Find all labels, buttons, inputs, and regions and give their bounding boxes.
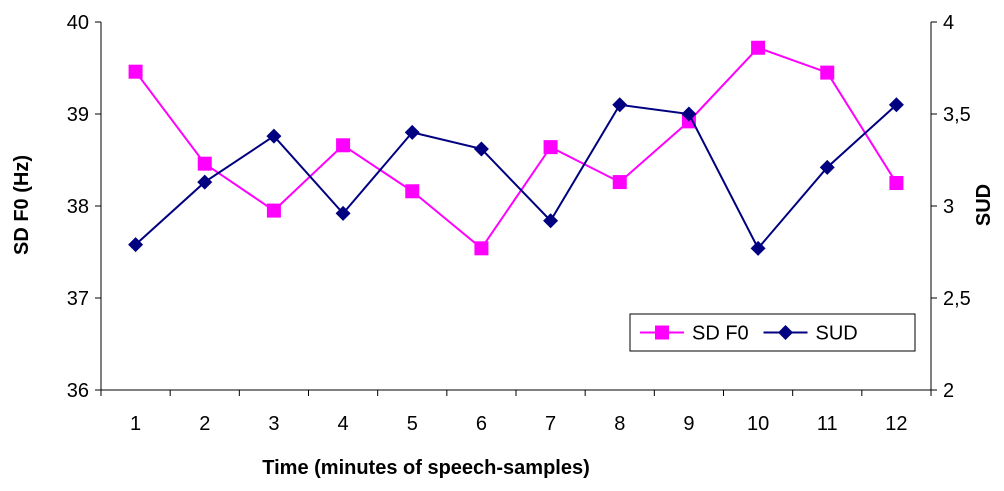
left-y-tick-label: 40 xyxy=(67,12,89,34)
x-tick-label: 8 xyxy=(614,413,625,435)
x-axis-title: Time (minutes of speech-samples) xyxy=(262,457,590,479)
right-y-axis-title: SUD xyxy=(973,184,995,226)
sud-data-point xyxy=(404,124,420,140)
sd-f0-data-point xyxy=(474,241,489,256)
x-tick-label: 12 xyxy=(885,413,907,435)
sud-data-point xyxy=(128,237,144,253)
x-tick-label: 7 xyxy=(545,413,556,435)
legend-sd-f0-marker xyxy=(655,325,669,340)
sd-f0-data-point xyxy=(889,176,904,190)
sd-f0-data-point xyxy=(820,65,835,80)
sd-f0-series-line xyxy=(134,46,898,250)
sd-f0-data-point xyxy=(336,138,351,153)
sud-data-point xyxy=(335,205,351,221)
series-layer xyxy=(128,40,904,256)
sud-data-point xyxy=(888,97,904,113)
left-y-axis-title: SD F0 (Hz) xyxy=(11,155,33,255)
x-tick-label: 4 xyxy=(338,413,349,435)
x-tick-label: 9 xyxy=(683,413,694,435)
sd-f0-data-point xyxy=(128,64,143,79)
x-tick-label: 2 xyxy=(199,413,210,435)
right-y-tick-label: 4 xyxy=(943,12,954,34)
left-y-tick-label: 36 xyxy=(67,380,89,402)
sud-data-point xyxy=(681,106,697,122)
sd-f0-data-point xyxy=(405,184,420,199)
sud-data-point xyxy=(266,128,282,144)
sd-f0-data-point xyxy=(751,40,766,55)
x-tick-label: 6 xyxy=(476,413,487,435)
sd-f0-data-point xyxy=(543,140,558,155)
right-y-tick-label: 2,5 xyxy=(943,288,971,310)
sd-f0-data-point xyxy=(197,156,212,171)
left-y-tick-label: 37 xyxy=(67,288,89,310)
sud-data-point xyxy=(197,174,213,190)
left-y-tick-label: 39 xyxy=(67,104,89,126)
sd-f0-data-point xyxy=(266,203,281,218)
legend-sud-marker xyxy=(778,325,793,340)
x-tick-label: 11 xyxy=(817,413,838,435)
right-y-tick-label: 3,5 xyxy=(943,104,971,126)
right-y-tick-label: 2 xyxy=(943,380,954,402)
legend: SD F0 SUD xyxy=(629,313,916,352)
sud-data-point xyxy=(543,213,559,229)
x-tick-label: 10 xyxy=(747,413,769,435)
x-tick-label: 5 xyxy=(407,413,418,435)
sud-data-point xyxy=(612,97,628,113)
x-tick-label: 1 xyxy=(130,413,141,435)
legend-sud-label: SUD xyxy=(816,323,858,345)
sud-data-point xyxy=(819,159,835,175)
legend-sd-f0-label: SD F0 xyxy=(692,323,749,345)
right-y-tick-label: 3 xyxy=(943,196,954,218)
sud-data-point xyxy=(750,240,766,256)
x-tick-label: 3 xyxy=(268,413,279,435)
left-y-tick-label: 38 xyxy=(67,196,89,218)
sud-series-line xyxy=(134,103,898,251)
sd-f0-data-point xyxy=(612,175,627,190)
sud-data-point xyxy=(473,141,489,157)
